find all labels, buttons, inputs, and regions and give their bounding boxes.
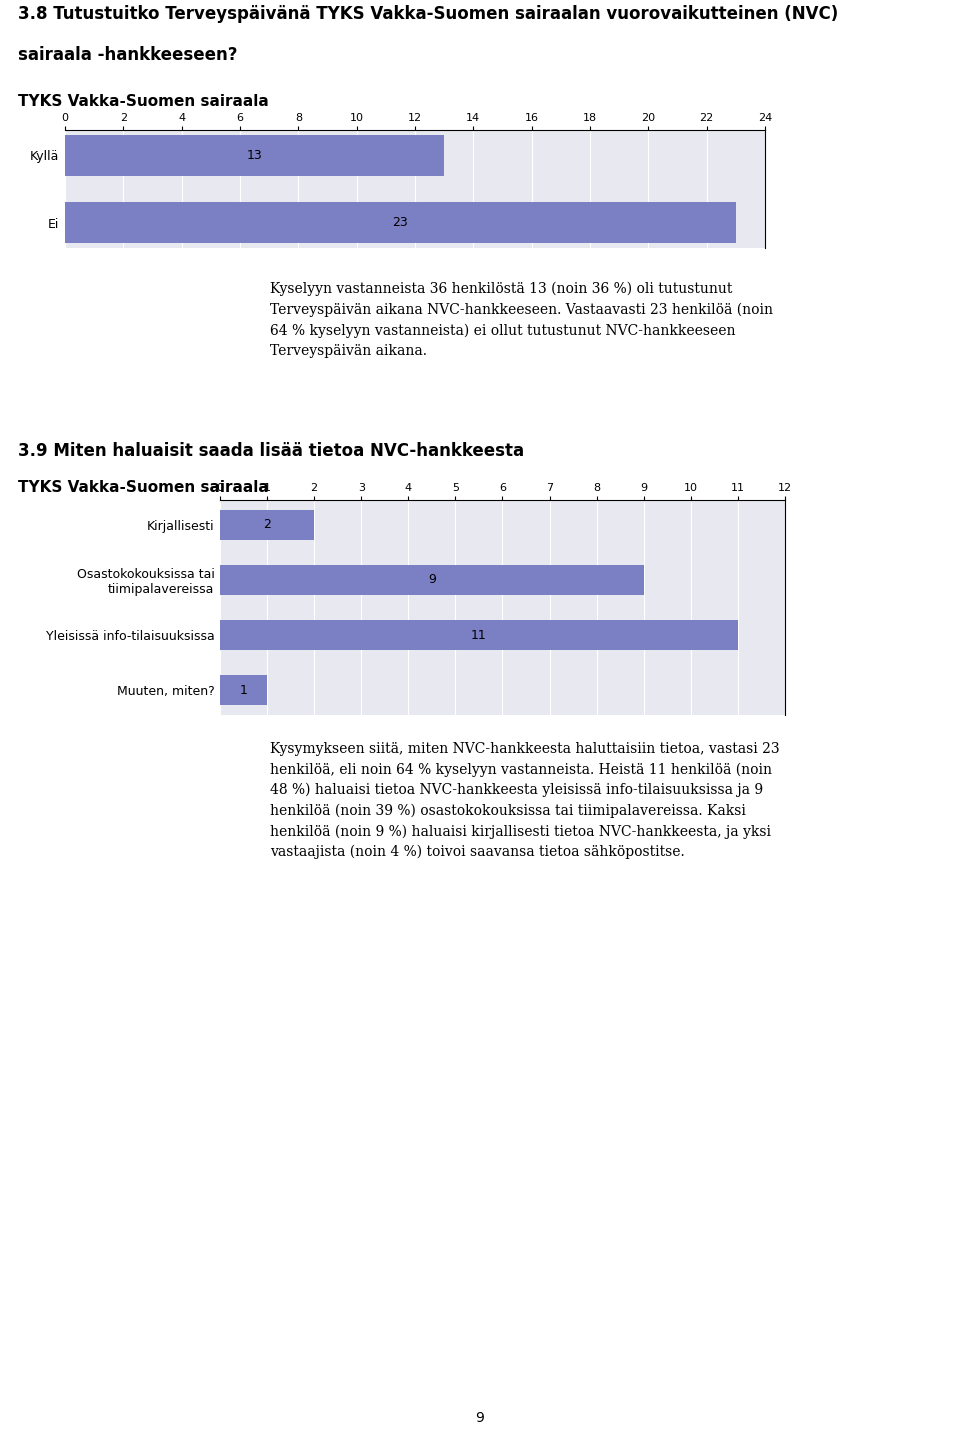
Text: 11: 11 <box>471 628 487 642</box>
Bar <box>220 619 738 651</box>
Text: 1: 1 <box>240 684 248 697</box>
Bar <box>65 135 444 176</box>
Text: Kyselyyn vastanneista 36 henkilöstä 13 (noin 36 %) oli tutustunut
Terveyspäivän : Kyselyyn vastanneista 36 henkilöstä 13 (… <box>270 282 773 357</box>
Text: 23: 23 <box>393 216 408 229</box>
Bar <box>220 675 267 706</box>
Text: 9: 9 <box>428 573 436 586</box>
Text: Kysymykseen siitä, miten NVC-hankkeesta haluttaisiin tietoa, vastasi 23
henkilöä: Kysymykseen siitä, miten NVC-hankkeesta … <box>270 742 780 860</box>
Text: TYKS Vakka-Suomen sairaala: TYKS Vakka-Suomen sairaala <box>18 480 269 494</box>
Text: 13: 13 <box>247 148 262 161</box>
Bar <box>65 203 735 242</box>
Text: 2: 2 <box>263 518 271 531</box>
Bar <box>220 564 644 595</box>
Text: TYKS Vakka-Suomen sairaala: TYKS Vakka-Suomen sairaala <box>18 95 269 109</box>
Text: 3.8 Tutustuitko Terveyspäivänä TYKS Vakka-Suomen sairaalan vuorovaikutteinen (NV: 3.8 Tutustuitko Terveyspäivänä TYKS Vakk… <box>18 4 838 23</box>
Text: 9: 9 <box>475 1411 485 1424</box>
Text: sairaala -hankkeeseen?: sairaala -hankkeeseen? <box>18 46 237 65</box>
Bar <box>220 510 314 540</box>
Text: 3.9 Miten haluaisit saada lisää tietoa NVC-hankkeesta: 3.9 Miten haluaisit saada lisää tietoa N… <box>18 442 524 459</box>
